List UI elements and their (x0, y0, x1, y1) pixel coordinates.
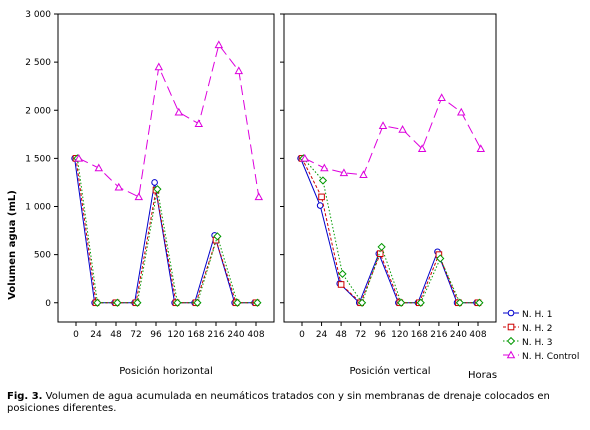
caption-label: Fig. 3. (7, 391, 43, 402)
series-line (304, 96, 482, 176)
data-point (113, 298, 122, 307)
x-tick-label: 408 (247, 330, 264, 340)
data-point (338, 269, 347, 278)
data-point (233, 298, 242, 307)
data-point (397, 298, 406, 307)
x-tick-label: 72 (355, 330, 366, 340)
data-point (194, 119, 204, 128)
legend-label: N. H. Control (522, 352, 579, 362)
caption-text: Volumen de agua acumulada en neumáticos … (7, 391, 550, 414)
data-point (213, 232, 222, 241)
x-tick-label: 0 (73, 330, 79, 340)
data-point (93, 298, 102, 307)
data-point (476, 144, 486, 153)
data-point (416, 298, 425, 307)
y-tick-label: 1 500 (25, 154, 51, 164)
data-point (378, 121, 388, 129)
y-axis-label: Volumen agua (mL) (7, 190, 18, 300)
data-point (398, 125, 407, 133)
legend-marker (507, 309, 515, 317)
plot-frame (283, 13, 497, 323)
data-point (94, 163, 104, 172)
data-point (254, 192, 264, 201)
data-point (151, 179, 158, 186)
x-tick-label: 24 (90, 330, 102, 340)
y-tick-label: 2 000 (25, 106, 51, 116)
data-point (318, 193, 325, 201)
x-tick-label: 216 (207, 330, 224, 340)
data-point (173, 298, 182, 307)
data-point (457, 107, 466, 116)
series-line (76, 158, 258, 304)
data-point (316, 202, 324, 209)
data-point (318, 176, 328, 185)
data-point (114, 182, 124, 191)
data-point (357, 298, 367, 307)
data-point (417, 144, 427, 153)
y-tick-label: 500 (34, 251, 51, 261)
data-point (134, 192, 144, 201)
x-tick-label: 0 (299, 330, 305, 340)
y-tick-label: 3 000 (25, 10, 51, 20)
legend-label: N. H. 2 (522, 324, 553, 334)
data-point (133, 298, 142, 307)
legend-marker (507, 323, 515, 331)
x-tick-label: 96 (374, 330, 386, 340)
chart-panel: 0 24 48 72 96 120 168 216 240 408 Posición vertica… (280, 13, 497, 377)
x-tick-label: 168 (187, 330, 204, 340)
data-point (300, 153, 310, 162)
data-point (174, 107, 184, 116)
x-tick-label: 120 (391, 330, 408, 340)
figure-caption: Fig. 3. Volumen de agua acumulada en neu… (7, 391, 587, 415)
data-point (214, 40, 224, 49)
data-point (455, 298, 464, 307)
x-tick-label: 120 (167, 330, 184, 340)
series-line (301, 158, 478, 304)
data-point (475, 298, 484, 307)
x-tick-label: 240 (450, 330, 467, 340)
x-axis-label: Posición vertical (350, 365, 431, 377)
data-point (153, 185, 162, 194)
chart-panel: 3 000 2 500 2 000 1 500 1 000 500 0 0 24 48 72 96 12… (25, 10, 275, 377)
data-point (193, 298, 202, 307)
data-point (359, 170, 368, 179)
x-axis-label: Posición horizontal (119, 365, 213, 377)
y-tick-label: 2 500 (25, 58, 51, 68)
data-point (320, 163, 329, 172)
y-tick-label: 0 (45, 299, 51, 309)
x-tick-label: 96 (150, 330, 162, 340)
data-point (377, 242, 386, 252)
x-tick-label: 24 (316, 330, 328, 340)
x-unit-label: Horas (468, 370, 497, 381)
legend-label: N. H. 1 (522, 310, 553, 320)
x-tick-label: 216 (430, 330, 447, 340)
x-tick-label: 72 (130, 330, 141, 340)
series-line (78, 43, 260, 198)
x-tick-label: 408 (469, 330, 486, 340)
data-point (339, 168, 349, 177)
data-point (154, 62, 164, 71)
x-tick-label: 168 (411, 330, 428, 340)
series-line (75, 158, 256, 304)
series-line (74, 158, 255, 304)
data-point (437, 93, 446, 102)
legend-label: N. H. 3 (522, 338, 553, 348)
data-point (74, 153, 84, 162)
x-tick-label: 48 (335, 330, 347, 340)
legend-marker (506, 336, 516, 346)
series-line (303, 158, 480, 304)
data-point (234, 66, 244, 75)
legend: N. H. 1 N. H. 2 N. H. 3 N. H. Control (503, 309, 579, 362)
x-tick-label: 48 (110, 330, 122, 340)
x-tick-label: 240 (227, 330, 244, 340)
plot-frame (57, 13, 275, 323)
data-point (436, 254, 445, 263)
data-point (337, 281, 345, 288)
y-tick-label: 1 000 (25, 203, 51, 213)
series-line (300, 158, 477, 304)
legend-marker (506, 350, 516, 359)
data-point (253, 298, 262, 307)
